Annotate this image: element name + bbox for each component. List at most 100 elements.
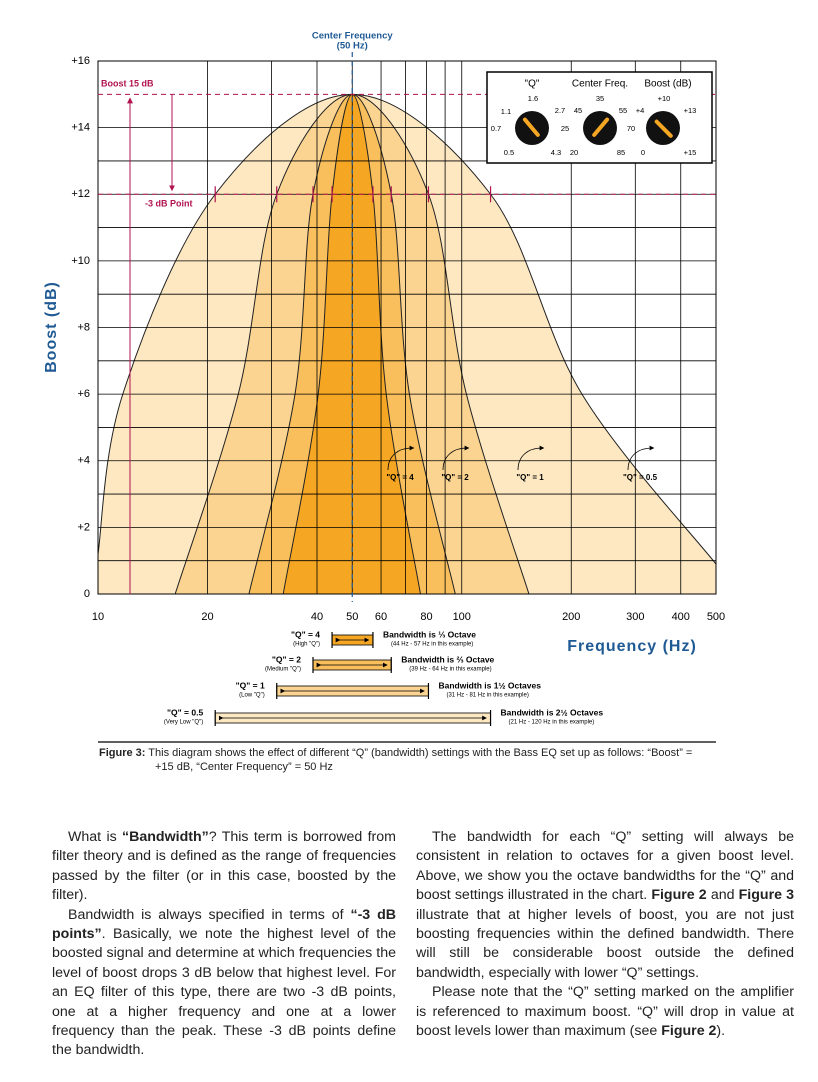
bandwidth-detail: (31 Hz - 81 Hz in this example) bbox=[446, 693, 528, 699]
knob-title: Boost (dB) bbox=[644, 79, 691, 90]
paragraph: The bandwidth for each “Q” setting will … bbox=[416, 828, 794, 983]
knob-label: 25 bbox=[561, 124, 569, 133]
knob-label: 2.7 bbox=[555, 106, 565, 115]
text: Bandwidth is always specified in terms o… bbox=[68, 906, 351, 923]
curve-label: "Q" = 4 bbox=[386, 473, 414, 482]
knob-label: 0.5 bbox=[504, 148, 514, 157]
center-title: (50 Hz) bbox=[337, 41, 368, 52]
point-label: -3 dB Point bbox=[145, 198, 193, 208]
text: The bandwidth for each “Q” setting will … bbox=[416, 829, 794, 904]
q-label: "Q" = 2 bbox=[272, 654, 301, 664]
x-tick-label: 80 bbox=[420, 611, 432, 623]
knob-label: 45 bbox=[574, 106, 582, 115]
knob-label: 85 bbox=[617, 148, 625, 157]
y-tick-label: +16 bbox=[71, 55, 90, 67]
bandwidth-text: Bandwidth is ⅔ Octave bbox=[401, 654, 494, 664]
y-tick-label: +4 bbox=[77, 455, 90, 467]
knob-label: 4.3 bbox=[551, 148, 561, 157]
curve-label: "Q" = 2 bbox=[441, 473, 469, 482]
y-tick-label: +8 bbox=[77, 321, 90, 333]
text: What is bbox=[68, 829, 123, 845]
boost-label: Boost 15 dB bbox=[101, 78, 154, 88]
x-tick-label: 200 bbox=[562, 611, 580, 623]
x-tick-label: 400 bbox=[672, 611, 690, 623]
paragraph: Bandwidth is always specified in terms o… bbox=[52, 906, 396, 1061]
x-tick-label: 20 bbox=[201, 611, 213, 623]
text: Please note that the “Q” setting marked … bbox=[416, 984, 794, 1040]
knob-label: +4 bbox=[636, 106, 645, 115]
x-tick-label: 500 bbox=[707, 611, 725, 623]
knob-label: 55 bbox=[619, 106, 627, 115]
bandwidth-text: Bandwidth is 2½ Octaves bbox=[501, 707, 604, 717]
q-note: (Very Low "Q") bbox=[164, 720, 203, 726]
y-tick-label: +2 bbox=[77, 521, 90, 533]
knob-label: 70 bbox=[627, 124, 635, 133]
text: ? This term is borrowed from filter theo… bbox=[52, 829, 396, 904]
bandwidth-detail: (21 Hz - 120 Hz in this example) bbox=[509, 720, 595, 726]
knob-pointer bbox=[654, 119, 673, 138]
chart: 10 20 40 50 60 80 100 200 300 400 5000+2+4+6+8+10+… bbox=[43, 31, 725, 743]
x-tick-label: 10 bbox=[92, 611, 104, 623]
knob-label: +13 bbox=[684, 106, 697, 115]
knob-pointer bbox=[522, 117, 540, 137]
text: ). bbox=[716, 1023, 726, 1040]
bandwidth-detail: (39 Hz - 64 Hz in this example) bbox=[409, 667, 491, 673]
bold-text: “Bandwidth” bbox=[122, 829, 209, 845]
knob-label: 20 bbox=[570, 148, 578, 157]
text: This diagram shows the effect of differe… bbox=[145, 747, 693, 773]
bold-text: Figure 2 bbox=[651, 887, 707, 904]
arrow bbox=[627, 445, 655, 471]
text-column: The bandwidth for each “Q” setting will … bbox=[416, 828, 794, 1041]
plot-frame bbox=[97, 60, 717, 595]
knob-label: +10 bbox=[658, 94, 671, 103]
curve-label: "Q" = 1 bbox=[516, 473, 544, 482]
knob-label: +15 bbox=[684, 148, 697, 157]
arrow bbox=[517, 445, 545, 471]
knob-title: "Q" bbox=[525, 79, 540, 90]
x-tick-label: 50 bbox=[346, 611, 358, 623]
q-label: "Q" = 4 bbox=[291, 629, 320, 639]
arrow bbox=[442, 445, 470, 471]
y-axis-title: Boost (dB) bbox=[43, 281, 60, 373]
q-note: (Medium "Q") bbox=[265, 667, 301, 673]
caption: Figure 3: This diagram shows the effect … bbox=[99, 746, 700, 774]
bold-text: Figure 3 bbox=[738, 887, 795, 904]
bandwidth-text: Bandwidth is ⅓ Octave bbox=[383, 629, 476, 639]
q-label: "Q" = 0.5 bbox=[167, 707, 203, 717]
x-tick-label: 40 bbox=[311, 611, 323, 623]
y-tick-label: +14 bbox=[71, 122, 90, 134]
arrow bbox=[387, 445, 415, 471]
bold-text: Figure 2 bbox=[661, 1023, 717, 1040]
x-tick-label: 60 bbox=[375, 611, 387, 623]
x-axis-title: Frequency (Hz) bbox=[567, 638, 697, 655]
knob-title: Center Freq. bbox=[572, 79, 628, 90]
center-title: Center Frequency bbox=[312, 31, 393, 42]
y-tick-label: +12 bbox=[71, 188, 90, 200]
y-tick-label: 0 bbox=[84, 588, 90, 600]
curve-label: "Q" = 0.5 bbox=[623, 473, 658, 482]
knob-pointer bbox=[592, 117, 610, 137]
q-note: (High "Q") bbox=[293, 642, 320, 648]
q-label: "Q" = 1 bbox=[236, 680, 265, 690]
knob-label: 0.7 bbox=[491, 124, 501, 133]
x-tick-label: 100 bbox=[453, 611, 471, 623]
y-tick-label: +10 bbox=[71, 255, 90, 267]
bold-text: Figure 3: bbox=[99, 747, 146, 759]
text: illustrate that at higher levels of boos… bbox=[416, 906, 794, 981]
knob-label: 1.1 bbox=[501, 107, 511, 116]
x-tick-label: 300 bbox=[626, 611, 644, 623]
text-column: What is “Bandwidth”? This term is borrow… bbox=[52, 828, 396, 1061]
knob-label: 0 bbox=[641, 148, 645, 157]
plot bbox=[98, 93, 716, 594]
bandwidth-text: Bandwidth is 1½ Octaves bbox=[438, 680, 541, 690]
text: . Basically, we note the highest level o… bbox=[52, 926, 396, 1059]
q-note: (Low "Q") bbox=[239, 693, 265, 699]
knob-label: 35 bbox=[596, 94, 604, 103]
bold-text: “-3 dB points” bbox=[52, 906, 397, 943]
paragraph: What is “Bandwidth”? This term is borrow… bbox=[52, 828, 396, 906]
knob-label: 1.6 bbox=[528, 94, 538, 103]
y-tick-label: +6 bbox=[77, 388, 90, 400]
bandwidth-detail: (44 Hz - 57 Hz in this example) bbox=[391, 642, 473, 648]
text: and bbox=[706, 887, 739, 904]
